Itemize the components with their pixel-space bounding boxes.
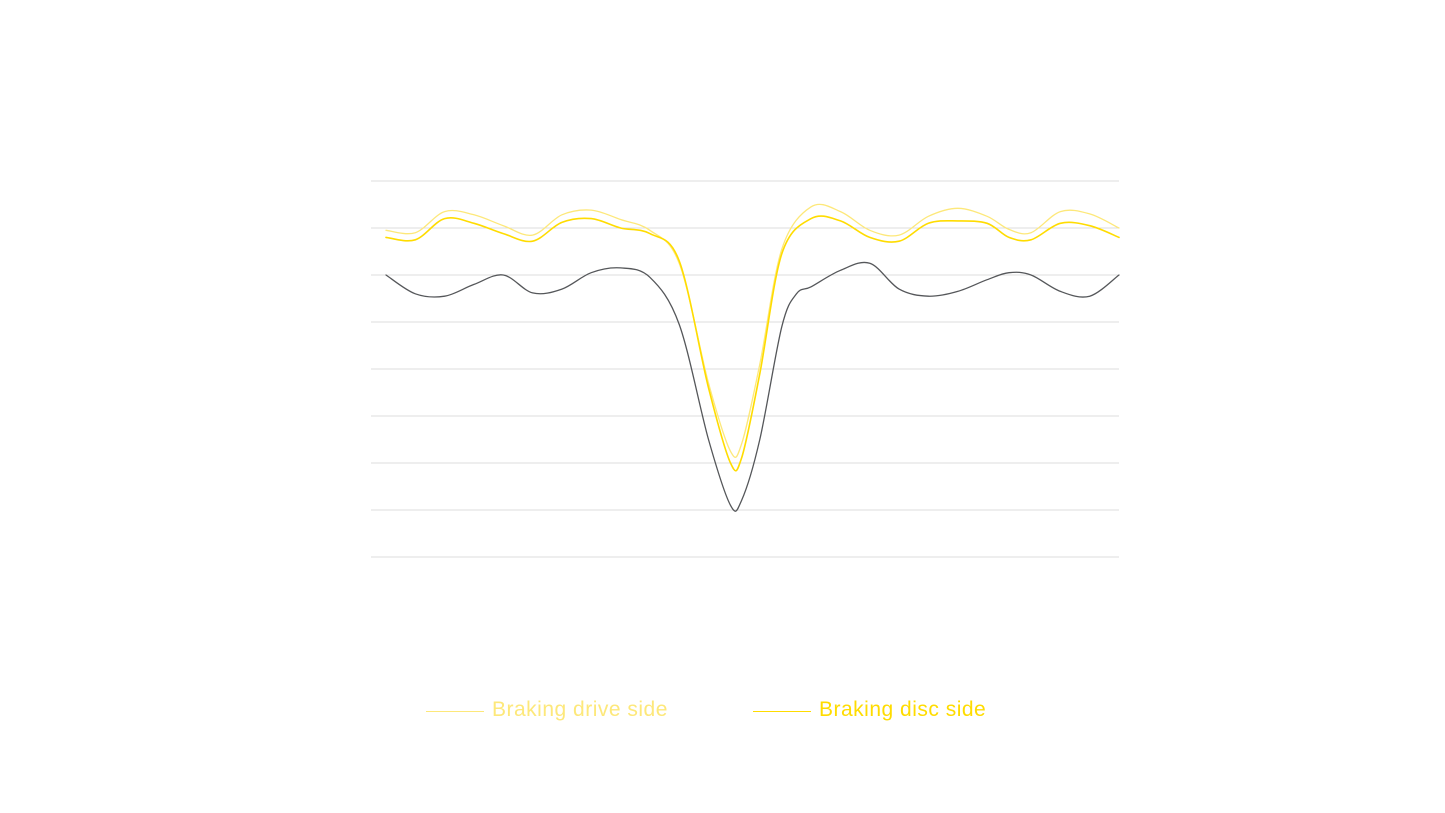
legend-label-drive-side: Braking drive side [492,698,668,721]
legend-label-disc-side: Braking disc side [819,698,987,721]
legend-swatch-drive-side [426,710,484,712]
series-line-drive-side [385,203,1120,458]
legend-swatch-disc-side [753,710,811,712]
series-line-disc-side [385,215,1120,472]
grid [371,180,1119,558]
legend: Braking drive side Braking disc side [0,692,1445,728]
legend-item-disc-side: Braking disc side [753,692,986,728]
series-line-baseline [385,261,1120,512]
series-lines [385,203,1120,512]
legend-item-drive-side: Braking drive side [426,692,668,728]
